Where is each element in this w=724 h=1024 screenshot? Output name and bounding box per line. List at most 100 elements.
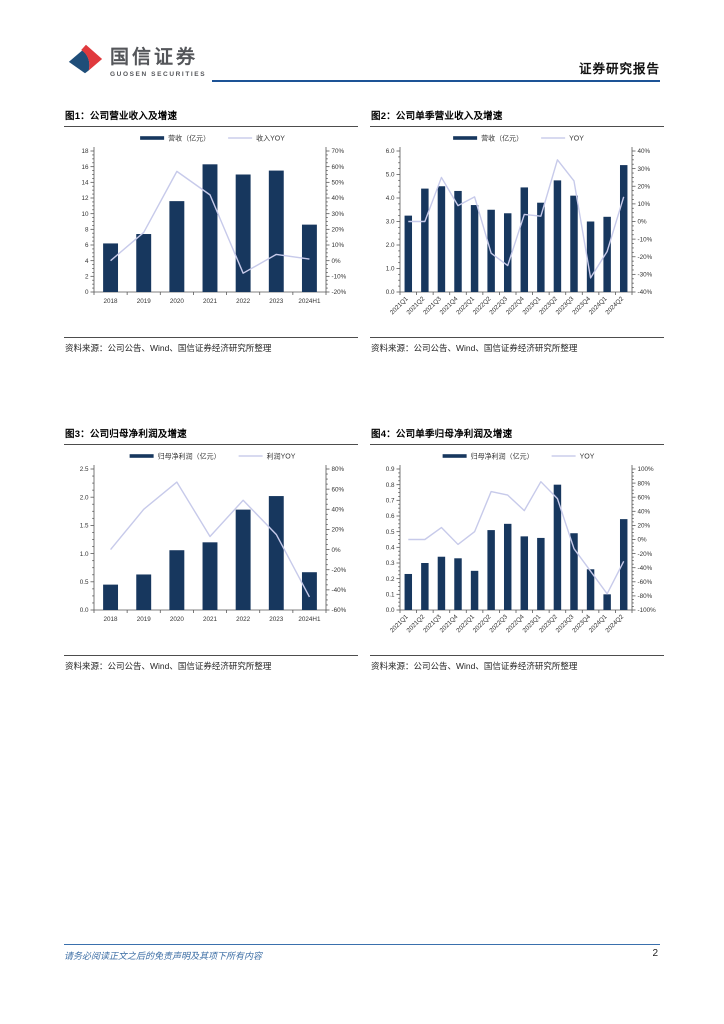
bar: [136, 234, 152, 292]
svg-text:30%: 30%: [332, 211, 345, 218]
right-axis-labels: -40% -30% -20% -10% 0% 10% 20% 30% 40%: [638, 148, 653, 296]
figure-4-chart: 归母净利润（亿元） YOY0.00.10.20.30.40.50.60.70.80…: [386, 452, 657, 635]
svg-text:2020: 2020: [170, 298, 185, 305]
figure-1-source: 资料来源：公司公告、Wind、国信证券经济研究所整理: [64, 337, 358, 354]
legend-line-label: 利润YOY: [267, 452, 296, 461]
svg-text:8: 8: [85, 227, 89, 234]
bar: [553, 180, 562, 293]
svg-text:0.6: 0.6: [386, 513, 395, 520]
right-axis-labels: -100% -80% -60% -40% -20% 0% 20% 40% 60% 80% 100%: [638, 466, 657, 614]
bar: [553, 484, 562, 610]
svg-text:-40%: -40%: [332, 587, 347, 594]
figure-1-title: 图1：公司营业收入及增速: [64, 108, 358, 127]
svg-text:10: 10: [81, 211, 89, 218]
chart-legend: 归母净利润（亿元） YOY: [442, 452, 595, 461]
svg-text:2024Q2: 2024Q2: [604, 295, 625, 316]
brand-name-en: GUOSEN SECURITIES: [110, 70, 207, 78]
figure-3-chart: 归母净利润（亿元） 利润YOY 0.0 0.5 1.0 1.5 2.0 2.5 -60% -40%…: [80, 452, 347, 623]
bar: [103, 243, 119, 292]
right-axis-labels: -20% -10% 0% 10% 20% 30% 40% 50% 60% 70%: [332, 148, 347, 296]
bar: [503, 213, 512, 292]
guosen-logo-icon: [68, 44, 103, 74]
figure-2-chart: 营收（亿元） YOY 0.0 1.0 2.0 3.0 4.0 5.0 6.0 -40% -30% -2…: [386, 134, 653, 317]
chart-axes: [396, 465, 636, 613]
figure-1-chart: 营收（亿元） 收入YOY 0 2 4 6 8 10 12 14 16 18 -20% -10% 0% 10% 2…: [81, 134, 347, 305]
svg-text:18: 18: [81, 148, 89, 155]
bar: [570, 195, 578, 292]
svg-text:0%: 0%: [638, 219, 648, 226]
svg-text:2022: 2022: [236, 616, 251, 623]
svg-text:80%: 80%: [638, 480, 651, 487]
legend-bar-swatch: [140, 136, 165, 140]
disclaimer-text: 请务必阅读正文之后的免责声明及其项下所有内容: [64, 951, 263, 961]
svg-text:2018: 2018: [104, 616, 119, 623]
bar: [202, 164, 218, 292]
report-type-label: 证券研究报告: [578, 62, 660, 76]
brand: 国信证券 GUOSEN SECURITIES: [66, 42, 206, 78]
svg-text:-80%: -80%: [638, 593, 653, 600]
svg-text:20%: 20%: [638, 523, 651, 530]
x-axis-labels: 2021Q12021Q22021Q32021Q42022Q12022Q22022…: [389, 613, 626, 634]
svg-text:20%: 20%: [332, 527, 345, 534]
x-axis-labels: 2018 2019 2020 2021 2022 2023 2024H1: [104, 616, 321, 623]
yoy-line: [110, 170, 310, 274]
header-divider: [212, 80, 660, 83]
right-axis-labels: -60% -40% -20% 0% 20% 40% 60% 80%: [332, 466, 347, 614]
bar: [603, 594, 611, 610]
bar: [487, 530, 495, 610]
bar: [235, 174, 251, 292]
legend-line-label: YOY: [580, 454, 595, 461]
bar: [169, 201, 185, 292]
bar: [586, 221, 595, 292]
legend-line-swatch: [551, 455, 576, 457]
svg-text:0.8: 0.8: [386, 482, 395, 489]
x-axis-labels: 2021Q12021Q22021Q32021Q42022Q12022Q22022…: [389, 295, 626, 316]
figure-3: 图3：公司归母净利润及增速 归母净利润（亿元） 利润YOY 0.0 0.5 1.0 1.5…: [64, 426, 358, 672]
svg-text:20%: 20%: [638, 183, 651, 190]
figure-4-source: 资料来源：公司公告、Wind、国信证券经济研究所整理: [370, 655, 664, 672]
bar: [437, 556, 446, 610]
figure-4-title: 图4：公司单季归母净利润及增速: [370, 426, 664, 445]
bar: [537, 202, 545, 292]
svg-text:-40%: -40%: [638, 289, 653, 296]
svg-text:40%: 40%: [332, 195, 345, 202]
svg-text:-20%: -20%: [332, 289, 347, 296]
svg-text:-30%: -30%: [638, 272, 653, 279]
svg-text:5.0: 5.0: [386, 172, 395, 179]
svg-text:0.1: 0.1: [386, 592, 395, 599]
bar: [202, 542, 218, 610]
yoy-line: [110, 481, 311, 598]
bar: [470, 570, 479, 610]
figure-3-title: 图3：公司归母净利润及增速: [64, 426, 358, 445]
svg-text:1.0: 1.0: [80, 551, 89, 558]
svg-text:2024H1: 2024H1: [298, 616, 321, 623]
chart-axes: [90, 465, 330, 613]
yoy-line: [408, 480, 625, 595]
figures-grid: 图1：公司营业收入及增速 营收（亿元） 收入YOY 0 2 4 6 8 10 12 14 16 18 -…: [64, 108, 664, 672]
svg-text:2024Q2: 2024Q2: [604, 613, 625, 634]
bar: [570, 533, 578, 610]
legend-bar-swatch: [442, 454, 467, 458]
svg-text:2021: 2021: [203, 298, 218, 305]
svg-text:-10%: -10%: [638, 236, 653, 243]
svg-text:-20%: -20%: [332, 567, 347, 574]
figure-2-title: 图2：公司单季营业收入及增速: [370, 108, 664, 127]
svg-text:50%: 50%: [332, 180, 345, 187]
bar: [503, 523, 512, 610]
svg-text:20%: 20%: [332, 227, 345, 234]
svg-text:60%: 60%: [332, 486, 345, 493]
chart-legend: 营收（亿元） YOY: [453, 134, 584, 143]
bar: [603, 216, 611, 292]
figure-2: 图2：公司单季营业收入及增速 营收（亿元） YOY 0.0 1.0 2.0 3.0 4.0 5…: [370, 108, 664, 354]
svg-text:2022: 2022: [236, 298, 251, 305]
svg-text:1.5: 1.5: [80, 523, 89, 530]
svg-text:2.0: 2.0: [386, 242, 395, 249]
svg-text:-100%: -100%: [638, 607, 657, 614]
svg-text:4.0: 4.0: [386, 195, 395, 202]
svg-text:80%: 80%: [332, 466, 345, 473]
svg-text:0%: 0%: [332, 258, 342, 265]
svg-text:70%: 70%: [332, 148, 345, 155]
left-axis-labels: 0 2 4 6 8 10 12 14 16 18: [81, 148, 89, 296]
svg-text:2019: 2019: [137, 616, 152, 623]
